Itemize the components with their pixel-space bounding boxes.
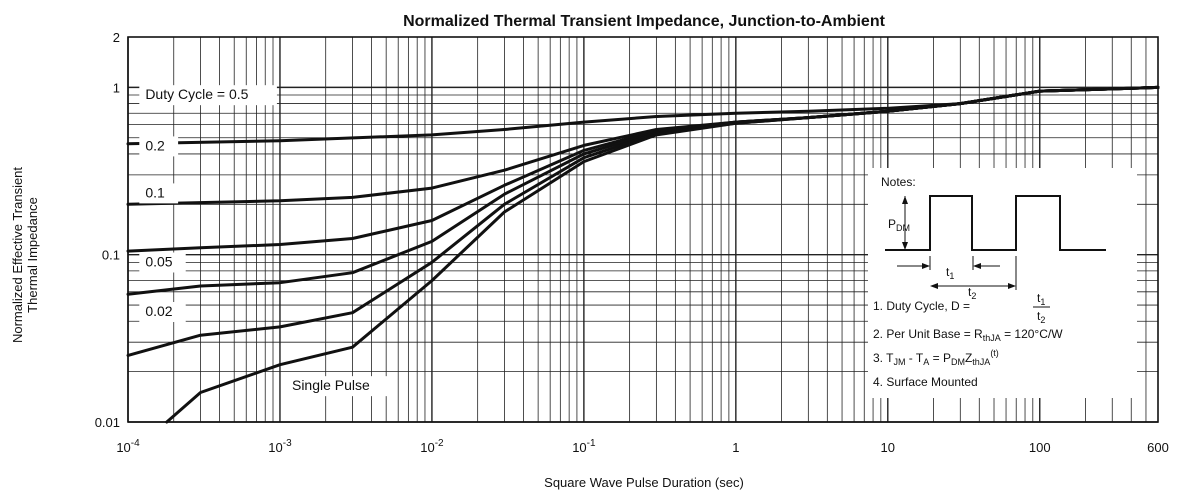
note-4: 4. Surface Mounted — [873, 375, 978, 389]
x-tick-label-2: 10-2 — [420, 438, 444, 455]
notes-heading: Notes: — [881, 175, 916, 189]
series-label-1: 0.2 — [139, 136, 179, 157]
x-tick-label-5: 10 — [881, 440, 895, 455]
x-tick-label-3: 10-1 — [572, 438, 596, 455]
note-3: 3. TJM - TA = PDMZthJA(t) — [873, 348, 999, 367]
series-label-text-1: 0.2 — [145, 137, 165, 153]
y-tick-label-1: 0.1 — [102, 248, 120, 263]
series-label-0: Duty Cycle = 0.5 — [139, 85, 277, 106]
y-tick-label-3: 2 — [113, 30, 120, 45]
y-tick-label-0: 0.01 — [95, 415, 120, 430]
series-label-5: Single Pulse — [285, 376, 394, 397]
note-2: 2. Per Unit Base = RthJA = 120°C/W — [873, 327, 1063, 343]
t2-label: t2 — [968, 285, 976, 301]
pdm-label: PDM — [888, 217, 910, 233]
series-label-text-0: Duty Cycle = 0.5 — [145, 86, 248, 102]
x-tick-label-6: 100 — [1029, 440, 1051, 455]
plot-frame — [127, 36, 1159, 423]
note-1-denominator: t2 — [1037, 309, 1045, 325]
chart-title: Normalized Thermal Transient Impedance, … — [403, 13, 886, 30]
x-tick-label-0: 10-4 — [116, 438, 140, 455]
series-label-text-2: 0.1 — [145, 184, 165, 200]
note-1: 1. Duty Cycle, D = — [873, 299, 970, 313]
y-axis-label: Normalized Effective Transient Thermal I… — [10, 167, 40, 343]
pulse-waveform — [885, 195, 1106, 290]
series-label-text-4: 0.02 — [145, 303, 172, 319]
series-labels: Duty Cycle = 0.5 0.2 0.1 0.05 0.02 Single Pul… — [139, 85, 394, 397]
x-axis-label: Square Wave Pulse Duration (sec) — [544, 475, 744, 490]
notes-box: Notes: PDM t1 t2 1. Duty Cycle, D = t1 t… — [868, 168, 1137, 398]
x-tick-label-7: 600 — [1147, 440, 1169, 455]
x-tick-label-4: 1 — [732, 440, 739, 455]
series-label-2: 0.1 — [139, 183, 179, 204]
series-label-3: 0.05 — [139, 252, 186, 273]
series-label-text-5: Single Pulse — [292, 377, 370, 393]
series-label-4: 0.02 — [139, 302, 186, 323]
y-axis-label-line-2: Thermal Impedance — [25, 197, 40, 313]
series-line-5 — [165, 85, 1160, 424]
note-1-numerator: t1 — [1037, 291, 1045, 307]
y-tick-label-2: 1 — [113, 80, 120, 95]
axis-ticks: 10-4 10-3 10-2 10-1 1 10 100 600 0.01 0.1 1 2 — [95, 30, 1169, 455]
series-layer — [126, 85, 1160, 424]
t1-label: t1 — [946, 265, 954, 281]
y-axis-label-line-1: Normalized Effective Transient — [10, 167, 25, 343]
series-label-text-3: 0.05 — [145, 253, 172, 269]
x-tick-label-1: 10-3 — [268, 438, 292, 455]
